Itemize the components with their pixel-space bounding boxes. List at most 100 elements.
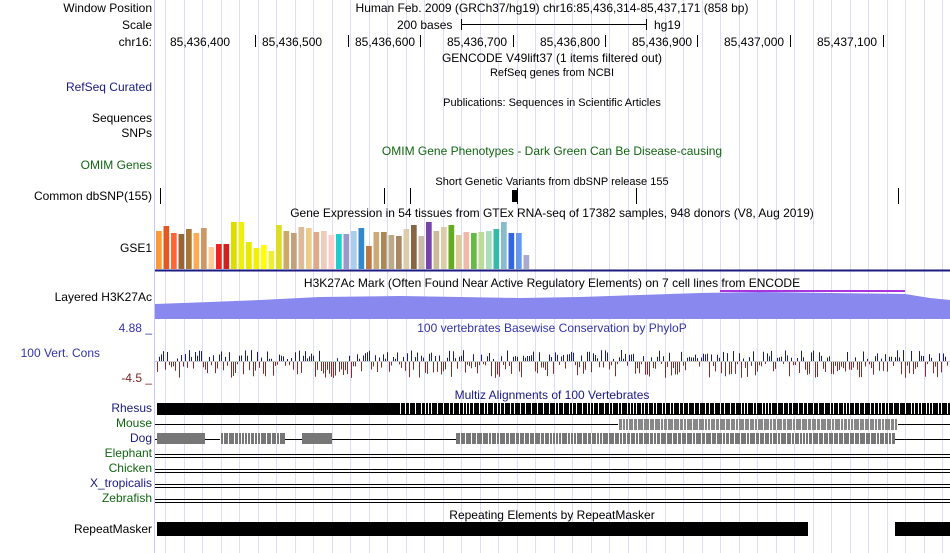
multiz-gap — [805, 433, 806, 444]
multiz-gap — [911, 403, 912, 414]
species-chicken[interactable]: Chicken — [108, 461, 152, 475]
scale-bases-text: 200 bases — [397, 18, 453, 32]
multiz-gap — [649, 419, 650, 430]
gtex-tissue-bar — [268, 251, 275, 269]
multiz-gap — [730, 403, 731, 414]
gtex-tissue-bar — [201, 228, 207, 269]
multiz-gap — [228, 433, 229, 444]
multiz-gap — [515, 433, 516, 444]
multiz-gap — [876, 433, 877, 444]
multiz-gap — [749, 419, 750, 430]
multiz-gap — [843, 433, 844, 444]
species-dog[interactable]: Dog — [129, 431, 152, 445]
gtex-tissue-bar — [448, 225, 455, 269]
gtex-tissue-bar — [208, 247, 215, 269]
multiz-gap — [725, 433, 726, 444]
multiz-gap — [830, 403, 831, 414]
multiz-gap — [510, 403, 511, 414]
omim-label[interactable]: OMIM Genes — [80, 158, 152, 172]
multiz-gap — [487, 403, 488, 414]
multiz-gap — [666, 433, 667, 444]
multiz-gap — [849, 403, 850, 414]
gtex-gene-label[interactable]: GSE1 — [119, 241, 152, 255]
dbsnp-title: Short Genetic Variants from dbSNP releas… — [435, 176, 669, 188]
multiz-gap — [735, 403, 736, 414]
gtex-tissue-bar — [178, 234, 185, 269]
multiz-gap — [864, 419, 865, 430]
multiz-gap — [609, 403, 610, 414]
multiz-gap — [638, 433, 639, 444]
ruler-tick-label: 85,437,000 — [724, 35, 785, 49]
gtex-tissue-bar — [276, 225, 282, 269]
multiz-gap — [831, 419, 832, 430]
multiz-gap — [941, 403, 942, 414]
multiz-gap — [525, 403, 526, 414]
multiz-gap — [812, 433, 813, 444]
h3k27ac-label[interactable]: Layered H3K27Ac — [54, 290, 152, 304]
multiz-gap — [496, 433, 497, 444]
multiz-gap — [859, 433, 860, 444]
multiz-gap — [244, 433, 245, 444]
multiz-gap — [679, 403, 680, 414]
gtex-tissue-bar — [336, 234, 342, 269]
species-mouse[interactable]: Mouse — [115, 416, 152, 430]
gtex-tissue-bar — [501, 222, 507, 269]
multiz-gap — [602, 433, 603, 444]
rmsk-label[interactable]: RepeatMasker — [73, 522, 152, 536]
multiz-gap — [720, 403, 721, 414]
multiz-gap — [421, 403, 422, 414]
multiz-gap — [776, 419, 777, 430]
multiz-gap — [897, 419, 898, 430]
multiz-gap — [633, 419, 634, 430]
multiz-gap — [466, 403, 467, 414]
multiz-gap — [884, 419, 885, 430]
multiz-gap — [747, 403, 748, 414]
multiz-gap — [893, 403, 894, 414]
multiz-gap — [783, 403, 784, 414]
multiz-gap — [415, 403, 416, 414]
gtex-tissue-bar — [283, 231, 290, 269]
multiz-gap — [838, 433, 839, 444]
multiz-gap — [549, 433, 550, 444]
multiz-gap — [838, 403, 839, 414]
cons-label[interactable]: 100 Vert. Cons — [20, 346, 100, 360]
multiz-gap — [765, 403, 766, 414]
multiz-gap — [818, 433, 819, 444]
gtex-tissue-bar — [523, 255, 530, 269]
multiz-gap — [795, 419, 796, 430]
multiz-gap — [656, 403, 657, 414]
multiz-gap — [400, 403, 401, 414]
multiz-gap — [824, 403, 825, 414]
refseq-label[interactable]: RefSeq Curated — [65, 80, 152, 94]
multiz-gap — [653, 403, 654, 414]
multiz-gap — [792, 403, 793, 414]
multiz-gap — [587, 403, 588, 414]
species-x-tropicalis[interactable]: X_tropicalis — [89, 476, 152, 490]
snps-label[interactable]: SNPs — [121, 126, 152, 140]
multiz-gap — [637, 419, 638, 430]
multiz-gap — [788, 403, 789, 414]
gtex-tissue-bar — [193, 233, 200, 269]
multiz-dog — [220, 433, 285, 444]
species-zebrafish[interactable]: Zebrafish — [101, 491, 152, 505]
multiz-gap — [593, 403, 594, 414]
repeat-element — [895, 522, 950, 536]
rmsk-title: Repeating Elements by RepeatMasker — [449, 508, 655, 522]
multiz-gap — [537, 403, 538, 414]
species-elephant[interactable]: Elephant — [104, 446, 152, 460]
multiz-gap — [618, 419, 619, 430]
sequences-label[interactable]: Sequences — [91, 111, 152, 125]
multiz-gap — [877, 419, 878, 430]
multiz-gap — [711, 433, 712, 444]
multiz-gap — [555, 433, 556, 444]
multiz-gap — [622, 433, 623, 444]
multiz-gap — [705, 403, 706, 414]
gtex-title: Gene Expression in 54 tissues from GTEx … — [290, 206, 814, 220]
multiz-gap — [769, 433, 770, 444]
multiz-gap — [453, 403, 454, 414]
dbsnp-label[interactable]: Common dbSNP(155) — [33, 189, 152, 203]
cons-min-label: -4.5 _ — [121, 371, 152, 385]
species-rhesus[interactable]: Rhesus — [111, 401, 152, 415]
